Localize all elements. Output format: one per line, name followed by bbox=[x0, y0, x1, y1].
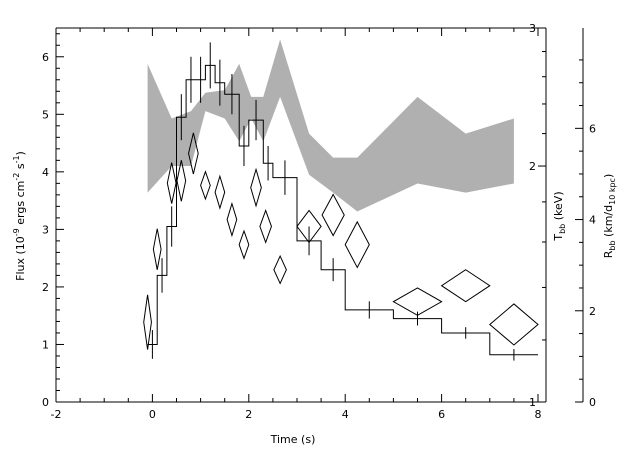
radius-diamond bbox=[188, 132, 199, 175]
x-tick-label: 0 bbox=[149, 408, 156, 421]
x-tick-label: 4 bbox=[342, 408, 349, 421]
left-axis-title: Flux (10-9 ergs cm-2 s-1) bbox=[12, 151, 27, 281]
x-tick-label: 6 bbox=[438, 408, 445, 421]
radius-diamond bbox=[143, 294, 152, 350]
left-tick-label: 2 bbox=[42, 281, 49, 294]
temperature-band-layer bbox=[147, 39, 514, 212]
left-tick-label: 4 bbox=[42, 166, 49, 179]
left-tick-label: 1 bbox=[42, 338, 49, 351]
left-tick-label: 6 bbox=[42, 51, 49, 64]
radius-diamond bbox=[259, 208, 272, 244]
radius-diamonds-layer bbox=[143, 132, 539, 350]
radius-tick-label: 2 bbox=[589, 305, 596, 318]
radius-axis-title: Rbb (km/d10 kpc) bbox=[602, 174, 617, 259]
temperature-tick-label: 1 bbox=[529, 396, 536, 409]
x-tick-label: -2 bbox=[51, 408, 62, 421]
radius-diamond bbox=[250, 167, 262, 208]
radius-tick-label: 4 bbox=[589, 214, 596, 227]
radius-diamond bbox=[273, 254, 287, 285]
radius-diamond bbox=[440, 269, 491, 303]
temperature-band bbox=[147, 39, 514, 212]
radius-diamond bbox=[226, 201, 238, 238]
radius-diamond bbox=[152, 228, 162, 270]
radius-diamond bbox=[296, 209, 322, 244]
temperature-tick-label: 3 bbox=[529, 22, 536, 35]
x-axis-title: Time (s) bbox=[270, 433, 316, 446]
x-tick-label: 2 bbox=[245, 408, 252, 421]
radius-diamond bbox=[200, 170, 211, 201]
radius-diamond bbox=[238, 229, 250, 260]
radius-diamond bbox=[392, 287, 443, 316]
left-tick-label: 3 bbox=[42, 223, 49, 236]
radius-tick-label: 0 bbox=[589, 396, 596, 409]
radius-diamond bbox=[214, 174, 226, 210]
radius-diamond bbox=[321, 193, 345, 237]
x-tick-label: 8 bbox=[535, 408, 542, 421]
flux-histogram-layer bbox=[147, 42, 538, 361]
flux-histogram-line bbox=[147, 64, 538, 356]
left-tick-label: 0 bbox=[42, 396, 49, 409]
radius-diamond bbox=[166, 162, 177, 204]
radius-tick-label: 6 bbox=[589, 122, 596, 135]
radius-diamond bbox=[344, 220, 370, 269]
radius-diamond bbox=[176, 160, 187, 202]
temperature-axis-title: Tbb (keV) bbox=[552, 191, 567, 241]
temperature-tick-label: 2 bbox=[529, 160, 536, 173]
left-tick-label: 5 bbox=[42, 108, 49, 121]
radius-diamond bbox=[489, 303, 539, 346]
